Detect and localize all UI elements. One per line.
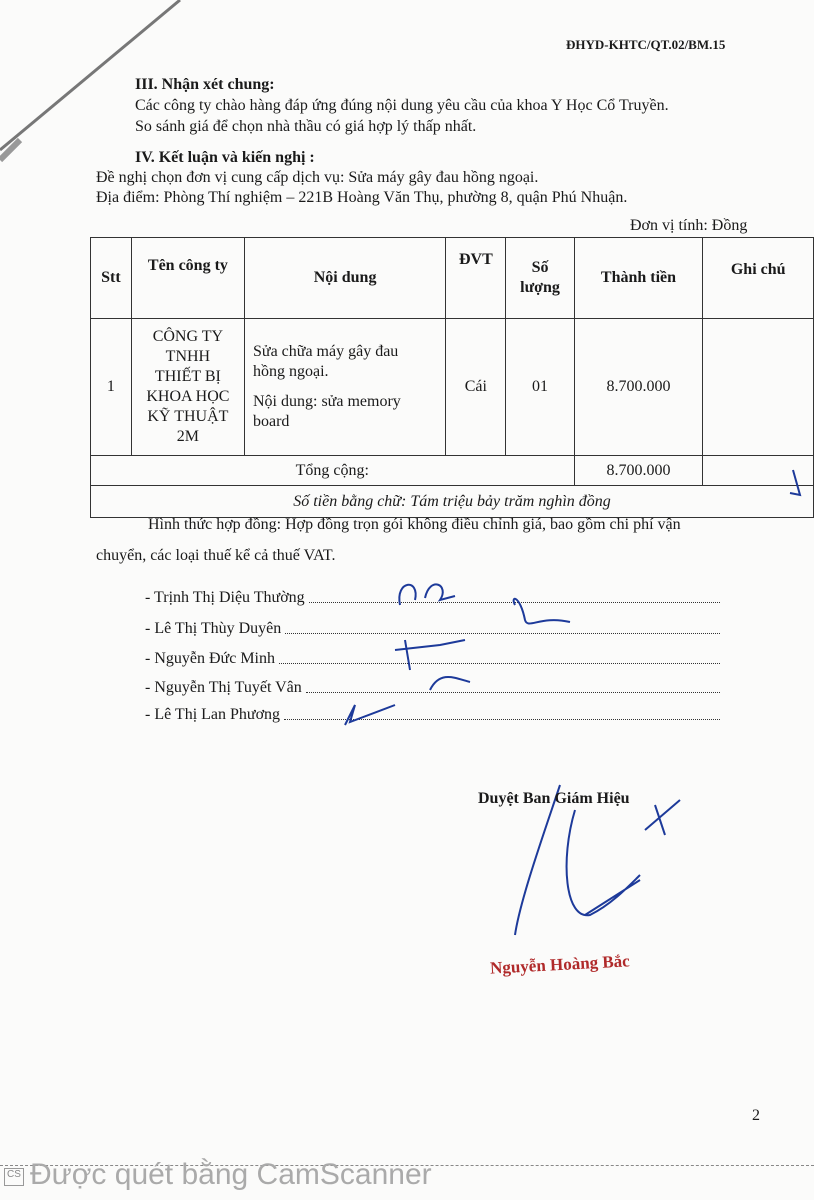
table-header-row: Stt Tên công ty Nội dung ĐVT Số lượng Th…	[90, 237, 814, 319]
header-amount: Thành tiền	[573, 237, 704, 319]
dotted-line	[278, 650, 720, 664]
section-4-line: Đề nghị chọn đơn vị cung cấp dịch vụ: Sử…	[96, 169, 539, 186]
cell-company: CÔNG TY TNHH THIẾT BỊ KHOA HỌC KỸ THUẬT …	[130, 318, 246, 456]
handwritten-signatures	[344, 469, 802, 936]
total-value: 8.700.000	[573, 455, 704, 486]
camscanner-logo: CS	[4, 1168, 24, 1186]
cell-unit: Cái	[445, 318, 507, 456]
header-stt: Stt	[90, 237, 132, 319]
in-words-row: Số tiền bằng chữ: Tám triệu bảy trăm ngh…	[90, 485, 814, 518]
member-name: - Lê Thị Lan Phương	[145, 706, 281, 723]
header-company: Tên công ty	[130, 237, 246, 319]
quote-table: Stt Tên công ty Nội dung ĐVT Số lượng Th…	[90, 237, 814, 518]
dotted-line	[285, 620, 720, 634]
member-name: - Nguyễn Đức Minh	[145, 650, 275, 667]
unit-note: Đơn vị tính: Đồng	[630, 217, 748, 234]
member-signature-line: - Nguyễn Đức Minh	[145, 650, 720, 668]
bottom-rule	[0, 1165, 814, 1166]
member-signature-line: - Lê Thị Lan Phương	[145, 706, 720, 724]
member-name: - Nguyễn Thị Tuyết Vân	[145, 679, 302, 696]
page-fold-shadow	[0, 0, 181, 163]
doc-code: ĐHYD-KHTC/QT.02/BM.15	[566, 37, 726, 52]
amount-in-words: Số tiền bằng chữ: Tám triệu bảy trăm ngh…	[90, 485, 814, 518]
section-3-line: So sánh giá để chọn nhà thầu có giá hợp …	[135, 118, 477, 135]
header-note: Ghi chú	[702, 237, 814, 319]
watermark: Được quét bằng CamScanner	[30, 1158, 432, 1191]
header-unit: ĐVT	[445, 237, 507, 319]
total-row: Tổng cộng: 8.700.000	[90, 455, 814, 486]
section-4-title: IV. Kết luận và kiến nghị :	[135, 149, 315, 166]
header-qty: Số lượng	[505, 237, 575, 319]
member-name: - Trịnh Thị Diệu Thường	[145, 589, 305, 606]
cell-content: Sửa chữa máy gây đau hồng ngoại. Nội dung…	[243, 318, 447, 456]
dotted-line	[305, 679, 720, 693]
cell-amount: 8.700.000	[573, 318, 704, 456]
member-signature-line: - Nguyễn Thị Tuyết Vân	[145, 679, 720, 697]
member-name: - Lê Thị Thùy Duyên	[145, 620, 282, 637]
cell-note	[702, 318, 814, 456]
section-4-line: Địa điểm: Phòng Thí nghiệm – 221B Hoàng …	[96, 189, 628, 206]
approval-title: Duyệt Ban Giám Hiệu	[478, 790, 630, 807]
page-number: 2	[752, 1107, 760, 1124]
section-3-title: III. Nhận xét chung:	[135, 76, 275, 93]
contract-line: chuyển, các loại thuế kể cả thuế VAT.	[96, 547, 336, 564]
cell-qty: 01	[505, 318, 575, 456]
content-line: Sửa chữa máy gây đau hồng ngoại.	[253, 343, 399, 380]
contract-line: Hình thức hợp đồng: Hợp đồng trọn gói kh…	[148, 516, 681, 533]
section-3-line: Các công ty chào hàng đáp ứng đúng nội d…	[135, 97, 669, 114]
header-content: Nội dung	[243, 237, 447, 319]
content-line: Nội dung: sửa memory board	[253, 393, 401, 430]
member-signature-line: - Lê Thị Thùy Duyên	[145, 620, 720, 638]
table-row: 1 CÔNG TY TNHH THIẾT BỊ KHOA HỌC KỸ THUẬ…	[90, 318, 814, 456]
dotted-line	[284, 706, 720, 720]
